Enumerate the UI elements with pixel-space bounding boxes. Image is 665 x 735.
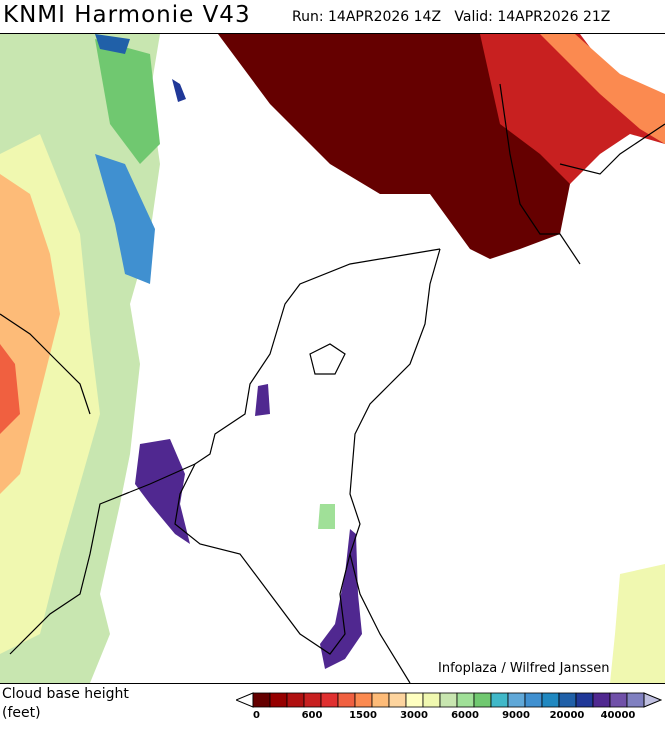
colorbar-box xyxy=(252,692,271,708)
colorbar-box xyxy=(609,692,628,708)
colorbar-box xyxy=(405,692,424,708)
colorbar-box xyxy=(320,692,339,708)
colorbar-box xyxy=(371,692,390,708)
colorbar-box xyxy=(422,692,441,708)
colorbar-tick-label: 6000 xyxy=(451,710,479,721)
cloud-base-map xyxy=(0,33,665,684)
run-valid-info: Run: 14APR2026 14Z Valid: 14APR2026 21Z xyxy=(292,9,610,25)
legend-units: (feet) xyxy=(2,705,41,721)
colorbar-box xyxy=(490,692,509,708)
colorbar-box xyxy=(286,692,305,708)
colorbar-tick-label: 9000 xyxy=(502,710,530,721)
colorbar-tick-label: 0 xyxy=(253,710,260,721)
colorbar-box xyxy=(303,692,322,708)
colorbar-box xyxy=(354,692,373,708)
colorbar-tick-label: 1500 xyxy=(349,710,377,721)
map-title: KNMI Harmonie V43 xyxy=(3,2,251,28)
cloud-field-blue xyxy=(95,154,155,284)
cloud-field-purple-1 xyxy=(255,384,270,416)
colorbar-tick-label: 3000 xyxy=(400,710,428,721)
colorbar-box xyxy=(626,692,645,708)
cloud-field-navy-small xyxy=(172,79,186,102)
colorbar-box xyxy=(439,692,458,708)
coastlines xyxy=(0,83,665,683)
cloud-field-northeast xyxy=(480,34,665,184)
colorbar-box xyxy=(575,692,594,708)
colorbar-box xyxy=(558,692,577,708)
valid-label: Valid: 14APR2026 21Z xyxy=(454,9,611,25)
colorbar: 0 600 1500 3000 6000 9000 20000 40000 xyxy=(236,692,662,721)
legend-title: Cloud base height xyxy=(2,686,129,702)
colorbar-box xyxy=(456,692,475,708)
colorbar-box xyxy=(541,692,560,708)
cloud-field-green-small xyxy=(318,504,335,529)
cloud-field-west-red xyxy=(0,344,20,434)
colorbar-box xyxy=(473,692,492,708)
colorbar-tick-label: 600 xyxy=(302,710,323,721)
colorbar-box xyxy=(507,692,526,708)
cloud-field-navy xyxy=(95,34,130,54)
colorbar-box xyxy=(524,692,543,708)
cloud-field-green xyxy=(95,39,160,164)
cloud-field-northeast-orange xyxy=(540,34,665,144)
colorbar-box xyxy=(592,692,611,708)
run-label: Run: 14APR2026 14Z xyxy=(292,9,442,25)
colorbar-under-arrow xyxy=(236,692,254,708)
cloud-field-southeast xyxy=(610,564,665,683)
colorbar-box xyxy=(269,692,288,708)
colorbar-tick-label: 40000 xyxy=(601,710,636,721)
colorbar-box xyxy=(337,692,356,708)
colorbar-over-arrow xyxy=(643,692,662,708)
colorbar-box xyxy=(388,692,407,708)
map-credit: Infoplaza / Wilfred Janssen xyxy=(438,661,610,676)
colorbar-tick-label: 20000 xyxy=(550,710,585,721)
